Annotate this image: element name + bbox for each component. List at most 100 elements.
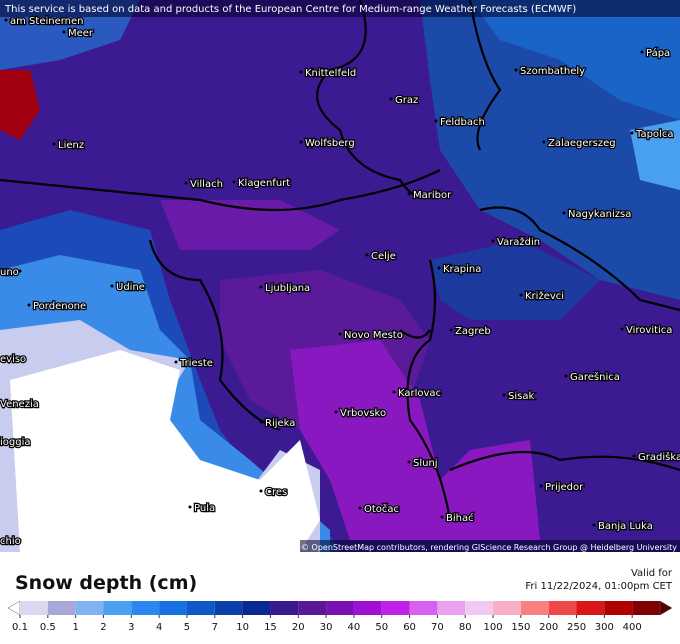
place-dot bbox=[18, 538, 22, 542]
place-dot bbox=[564, 374, 568, 378]
zone bbox=[0, 70, 40, 140]
colorbar-swatch bbox=[465, 601, 494, 615]
place-dot bbox=[630, 131, 634, 135]
place-label: Venezia bbox=[0, 399, 39, 410]
colorbar-label: 250 bbox=[567, 622, 586, 633]
colorbar-label: 7 bbox=[212, 622, 218, 633]
place-label: Zagreb bbox=[455, 326, 491, 337]
place-label: Novo Mesto bbox=[344, 330, 403, 341]
place-label: Vrbovsko bbox=[340, 408, 386, 419]
valid-label: Valid for bbox=[631, 568, 673, 579]
place-dot bbox=[389, 97, 393, 101]
place-dot bbox=[640, 50, 644, 54]
colorbar-swatch bbox=[159, 601, 187, 615]
place-dot bbox=[232, 180, 236, 184]
place-dot bbox=[27, 303, 31, 307]
place-label: Nagykanizsa bbox=[568, 209, 631, 220]
colorbar-swatch bbox=[493, 601, 521, 615]
colorbar-swatch bbox=[298, 601, 327, 615]
colorbar-label: 1 bbox=[72, 622, 78, 633]
colorbar-arrow bbox=[7, 600, 21, 616]
notice: This service is based on data and produc… bbox=[4, 4, 576, 15]
place-label: ioggia bbox=[0, 437, 31, 448]
place-dot bbox=[519, 293, 523, 297]
colorbar-label: 4 bbox=[156, 622, 162, 633]
legend: Snow depth (cm) Valid for Fri 11/22/2024… bbox=[7, 568, 673, 633]
place-dot bbox=[542, 140, 546, 144]
place-label: Lienz bbox=[58, 140, 84, 151]
colorbar-arrow bbox=[659, 600, 673, 616]
place-dot bbox=[18, 269, 22, 273]
colorbar-label: 80 bbox=[459, 622, 472, 633]
colorbar-label: 400 bbox=[623, 622, 642, 633]
place-label: Virovitica bbox=[626, 325, 672, 336]
place-label: eviso bbox=[0, 354, 26, 365]
place-label: Feldbach bbox=[440, 117, 485, 128]
colorbar-label: 40 bbox=[348, 622, 361, 633]
place-label: chio bbox=[0, 536, 21, 547]
place-label: Ljubljana bbox=[265, 283, 310, 294]
colorbar-label: 5 bbox=[184, 622, 190, 633]
place-dot bbox=[299, 140, 303, 144]
colorbar-label: 15 bbox=[264, 622, 277, 633]
place-label: Tapolca bbox=[635, 129, 673, 140]
colorbar-swatch bbox=[604, 601, 633, 615]
colorbar-label: 30 bbox=[320, 622, 333, 633]
place-label: Krapina bbox=[443, 264, 481, 275]
place-label: Zalaegerszeg bbox=[548, 138, 616, 149]
place-label: Maribor bbox=[413, 190, 452, 201]
place-label: Pula bbox=[194, 503, 215, 514]
place-dot bbox=[632, 454, 636, 458]
place-label: uno bbox=[0, 267, 19, 278]
colorbar-label: 150 bbox=[511, 622, 530, 633]
colorbar-swatch bbox=[520, 601, 549, 615]
colorbar-label: 3 bbox=[128, 622, 134, 633]
colorbar-swatch bbox=[186, 601, 215, 615]
place-label: Banja Luka bbox=[598, 521, 653, 532]
colorbar-swatch bbox=[381, 601, 410, 615]
colorbar-swatch bbox=[326, 601, 354, 615]
colorbar-label: 50 bbox=[375, 622, 388, 633]
place-dot bbox=[562, 211, 566, 215]
place-label: Rijeka bbox=[265, 418, 295, 429]
place-dot bbox=[502, 393, 506, 397]
colorbar-label: 60 bbox=[403, 622, 416, 633]
zone bbox=[430, 240, 600, 320]
place-label: Graz bbox=[395, 95, 418, 106]
notice-bar bbox=[0, 0, 680, 17]
place-dot bbox=[110, 284, 114, 288]
place-dot bbox=[4, 18, 8, 22]
place-dot bbox=[18, 439, 22, 443]
place-label: Varaždin bbox=[497, 236, 540, 248]
place-label: Slunj bbox=[413, 458, 438, 469]
place-dot bbox=[437, 266, 441, 270]
place-dot bbox=[259, 420, 263, 424]
colorbar-swatch bbox=[214, 601, 243, 615]
place-label: Pordenone bbox=[33, 301, 86, 312]
place-dot bbox=[188, 505, 192, 509]
place-label: Gradiška bbox=[638, 451, 680, 463]
colorbar-swatch bbox=[20, 601, 48, 615]
place-dot bbox=[407, 192, 411, 196]
place-label: Prijedor bbox=[545, 482, 584, 493]
colorbar: 0.1 0.5 1 2 3 4 5 7 10 15 20 30 40 50 60 70 80 100 150 200 2… bbox=[7, 600, 673, 633]
place-label: Karlovac bbox=[398, 388, 441, 399]
colorbar-label: 100 bbox=[483, 622, 502, 633]
colorbar-label: 20 bbox=[292, 622, 305, 633]
colorbar-label: 300 bbox=[595, 622, 614, 633]
colorbar-swatch bbox=[409, 601, 438, 615]
place-label: Udine bbox=[116, 282, 145, 293]
place-dot bbox=[514, 68, 518, 72]
colorbar-swatch bbox=[103, 601, 132, 615]
colorbar-swatch bbox=[576, 601, 605, 615]
colorbar-swatch bbox=[437, 601, 466, 615]
place-dot bbox=[52, 142, 56, 146]
colorbar-label: 10 bbox=[236, 622, 249, 633]
border bbox=[0, 0, 680, 521]
valid-time: Fri 11/22/2024, 01:00pm CET bbox=[525, 581, 672, 592]
zone bbox=[470, 0, 680, 120]
place-dot bbox=[440, 515, 444, 519]
place-label: Cres bbox=[265, 487, 287, 498]
colorbar-label: 0.1 bbox=[12, 622, 28, 633]
